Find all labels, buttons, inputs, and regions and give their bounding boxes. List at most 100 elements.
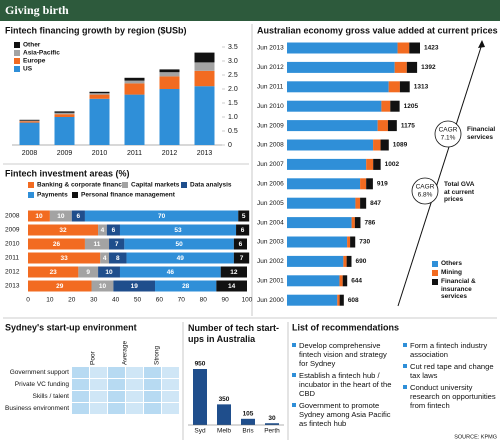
table-cell [126,367,143,378]
bar-segment [89,98,110,145]
legend-label: Financial & insurance services [441,278,476,300]
x-tick-label: 60 [156,297,164,304]
bar-segment [373,139,381,151]
total-label: 1313 [414,84,429,91]
value-label: 8 [116,255,120,262]
legend-label: Capital markets [131,182,180,189]
bar-segment [109,252,127,264]
list-column: Develop comprehensive fintech vision and… [292,341,394,431]
bar-segment [337,294,340,306]
x-tick-label: Bris [242,428,254,435]
bar-segment [109,238,125,250]
y-tick-label: 2013 [5,283,20,290]
value-label: 19 [131,283,139,290]
value-label: 28 [182,283,190,290]
table-cell [162,391,179,402]
bar-segment [54,117,75,145]
chart-title: Australian economy gross value added at … [257,25,500,35]
x-tick-label: 2010 [92,150,108,157]
legend-swatch [432,279,438,285]
y-tick-label: 2010 [5,241,20,248]
value-label: 6 [239,241,243,248]
total-label: 608 [348,297,359,304]
y-tick-label: 0.5 [228,128,238,135]
x-tick-label: 50 [134,297,142,304]
bar-segment [387,120,397,132]
y-tick-label: 3.5 [228,44,238,51]
row-label: Government support [10,369,69,376]
value-label: 70 [158,213,166,220]
bar-segment [355,197,361,209]
bar-segment [194,52,215,63]
list-item: Develop comprehensive fintech vision and… [292,341,394,368]
bar-segment [28,238,85,250]
legend-swatch [72,192,78,198]
bar-segment [287,42,398,54]
column-header: Poor [90,350,97,365]
bar-segment [49,210,72,222]
y-tick-label: Jun 2000 [257,297,284,304]
bar-segment [159,89,180,145]
row-label: Private VC funding [15,381,70,388]
bar-segment [106,224,120,236]
bar-segment [194,62,215,71]
bar-segment [343,255,347,267]
bar-segment [28,210,50,222]
bar-segment [360,197,367,209]
list-item: Establish a fintech hub / incubator in t… [292,371,394,398]
bar-segment [381,100,391,112]
chart-title: Fintech investment areas (%) [5,168,130,178]
legend-swatch [122,182,128,188]
bar-segment [339,275,343,287]
bar [265,423,279,425]
annotation-note: Total GVA at current prices [444,181,475,203]
value-label: 26 [53,241,61,248]
table-cell [162,367,179,378]
bar-segment [287,294,338,306]
bar-segment [236,224,250,236]
list-text: Conduct university research on opportuni… [410,383,496,410]
bar-segment [119,266,221,278]
list-column: Form a fintech industry association Cut r… [403,341,497,413]
total-label: 1423 [424,45,439,52]
total-label: 919 [377,181,388,188]
list-text: Government to promote Sydney among Asia … [299,401,391,428]
bar-segment [287,236,348,248]
table-cell [144,403,161,414]
legend-label: US [23,66,33,73]
value-label: 23 [50,269,58,276]
bar-segment [113,280,156,292]
bar [217,404,231,425]
bar-segment [287,255,344,267]
bar-segment [233,238,247,250]
total-label: 1205 [404,103,419,110]
chart-title: Number of tech start-ups in Australia [188,323,280,344]
annotation-rate: 7.1% [441,135,456,142]
table-cell [90,391,107,402]
table-cell [108,391,125,402]
y-tick-label: Jun 2011 [257,84,284,91]
bar-segment [84,210,239,222]
x-tick-label: Perth [264,428,280,435]
legend-swatch [28,192,34,198]
bar-segment [54,114,75,117]
bar-segment [89,93,110,95]
bar-segment [155,280,217,292]
value-label: 33 [61,255,69,262]
legend-label: Others [441,260,462,267]
total-label: 644 [351,278,362,285]
value-label: 29 [56,283,64,290]
value-label: 4 [103,255,107,262]
list-text: Cut red tape and change tax laws [410,362,494,380]
legend-swatch [14,50,20,56]
legend-swatch [181,182,187,188]
bar-segment [366,158,374,170]
bar-segment [89,94,110,99]
y-tick-label: Jun 2010 [257,103,284,110]
bar-segment [19,121,40,123]
bar-segment [406,61,418,73]
table-cell [144,367,161,378]
bar-segment [28,252,101,264]
list-item: Cut red tape and change tax laws [403,362,497,380]
